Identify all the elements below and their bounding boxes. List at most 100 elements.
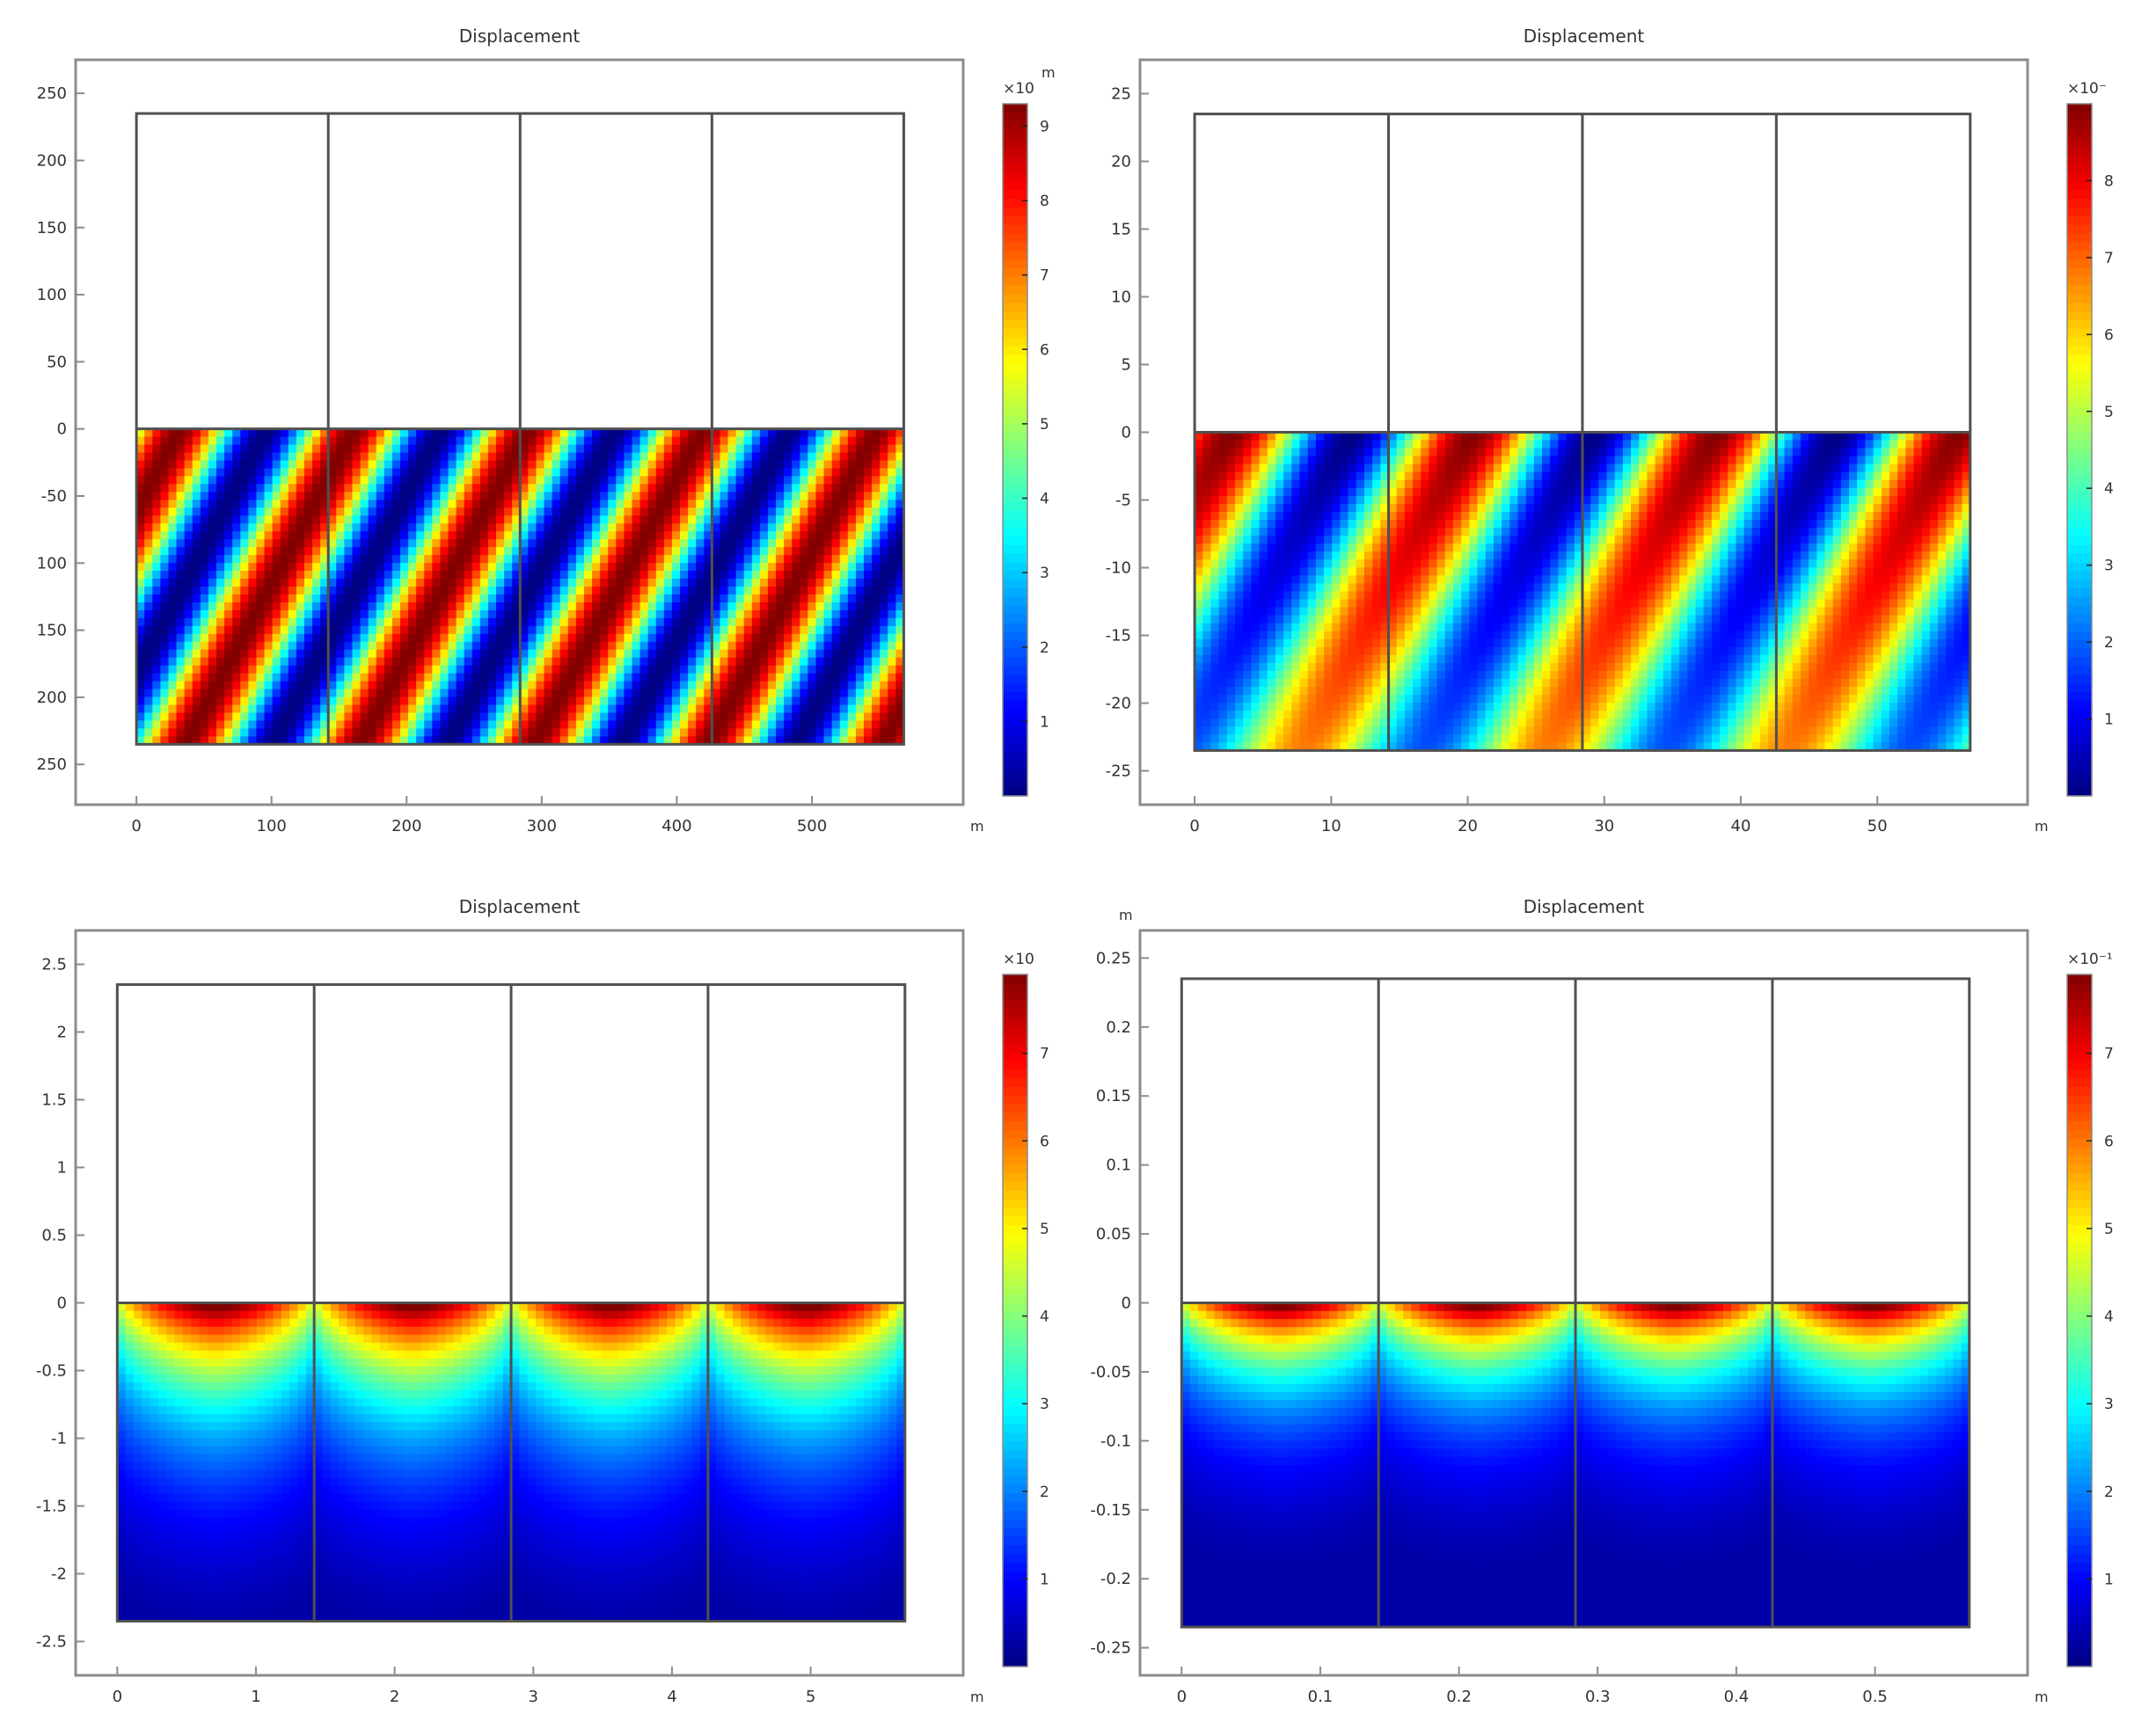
field-cell xyxy=(688,602,697,611)
field-cell xyxy=(888,720,896,729)
field-cell xyxy=(592,626,601,635)
field-cell xyxy=(408,453,417,462)
field-cell xyxy=(624,618,632,627)
field-cell xyxy=(1874,464,1882,473)
field-cell xyxy=(696,712,705,721)
field-cell xyxy=(1744,456,1753,465)
field-cell xyxy=(281,476,289,485)
field-cell xyxy=(840,461,849,470)
field-cell xyxy=(1889,480,1898,489)
field-cell xyxy=(273,626,281,635)
field-cell xyxy=(289,445,297,454)
field-cell xyxy=(265,610,274,619)
field-cell xyxy=(656,602,665,611)
field-cell xyxy=(408,712,417,721)
field-cell xyxy=(464,476,473,485)
colorbar-tick-label: 1 xyxy=(1040,713,1049,731)
colorbar-segment xyxy=(1003,683,1027,692)
field-cell xyxy=(1494,512,1502,521)
field-cell xyxy=(815,563,824,572)
field-cell xyxy=(832,579,841,587)
field-cell xyxy=(193,563,201,572)
field-cell xyxy=(720,642,728,651)
field-cell xyxy=(408,469,417,478)
field-cell xyxy=(648,461,657,470)
field-cell xyxy=(1268,512,1276,521)
field-cell xyxy=(177,728,186,737)
field-cell xyxy=(232,587,241,595)
field-cell xyxy=(504,674,513,682)
field-cell xyxy=(648,571,657,580)
field-cell xyxy=(185,658,194,667)
field-cell xyxy=(361,720,369,729)
field-cell xyxy=(1478,512,1487,521)
field-cell xyxy=(208,531,217,540)
field-cell xyxy=(560,712,569,721)
field-cell xyxy=(1202,472,1211,481)
field-cell xyxy=(312,523,321,532)
field-cell xyxy=(808,682,816,690)
field-cell xyxy=(424,642,433,651)
field-cell xyxy=(281,658,289,667)
field-cell xyxy=(177,602,186,611)
field-cell xyxy=(1567,488,1575,497)
field-cell xyxy=(1235,512,1244,521)
field-cell xyxy=(864,666,873,675)
field-cell xyxy=(496,634,505,643)
field-cell xyxy=(384,594,393,603)
field-cell xyxy=(224,618,233,627)
field-cell xyxy=(1905,504,1914,513)
field-cell xyxy=(528,445,537,454)
field-cell xyxy=(680,642,689,651)
field-cell xyxy=(208,579,217,587)
field-cell xyxy=(336,689,345,698)
field-cell xyxy=(600,704,609,713)
field-cell xyxy=(648,697,657,706)
field-cell xyxy=(281,507,289,516)
field-cell xyxy=(424,492,433,500)
field-cell xyxy=(392,579,401,587)
field-cell xyxy=(1210,496,1219,505)
field-cell xyxy=(1922,449,1931,457)
field-cell xyxy=(224,666,233,675)
field-cell xyxy=(369,650,377,659)
field-cell xyxy=(640,531,649,540)
field-cell xyxy=(680,531,689,540)
field-cell xyxy=(240,547,249,556)
field-cell xyxy=(160,682,169,690)
field-cell xyxy=(848,594,857,603)
field-cell xyxy=(568,587,577,595)
field-cell xyxy=(464,453,473,462)
field-cell xyxy=(1623,441,1632,449)
field-cell xyxy=(800,484,808,492)
field-cell xyxy=(160,461,169,470)
field-cell xyxy=(568,642,577,651)
field-cell xyxy=(640,634,649,643)
field-cell xyxy=(177,658,186,667)
field-cell xyxy=(608,618,617,627)
field-cell xyxy=(168,682,177,690)
field-cell xyxy=(736,642,745,651)
field-cell xyxy=(504,492,513,500)
field-cell xyxy=(144,642,153,651)
field-cell xyxy=(544,515,553,524)
field-cell xyxy=(193,634,201,643)
field-cell xyxy=(1712,441,1721,449)
field-cell xyxy=(336,571,345,580)
field-cell xyxy=(872,689,881,698)
field-cell xyxy=(1210,449,1219,457)
field-cell xyxy=(152,666,161,675)
field-cell xyxy=(352,720,361,729)
field-cell xyxy=(416,697,425,706)
field-cell xyxy=(768,500,777,508)
field-cell xyxy=(265,507,274,516)
field-cell xyxy=(144,547,153,556)
field-cell xyxy=(1607,496,1616,505)
field-cell xyxy=(1857,472,1866,481)
field-cell xyxy=(1687,449,1696,457)
field-cell xyxy=(440,523,449,532)
field-cell xyxy=(240,492,249,500)
field-cell xyxy=(392,539,401,548)
field-cell xyxy=(464,437,473,446)
field-cell xyxy=(281,523,289,532)
